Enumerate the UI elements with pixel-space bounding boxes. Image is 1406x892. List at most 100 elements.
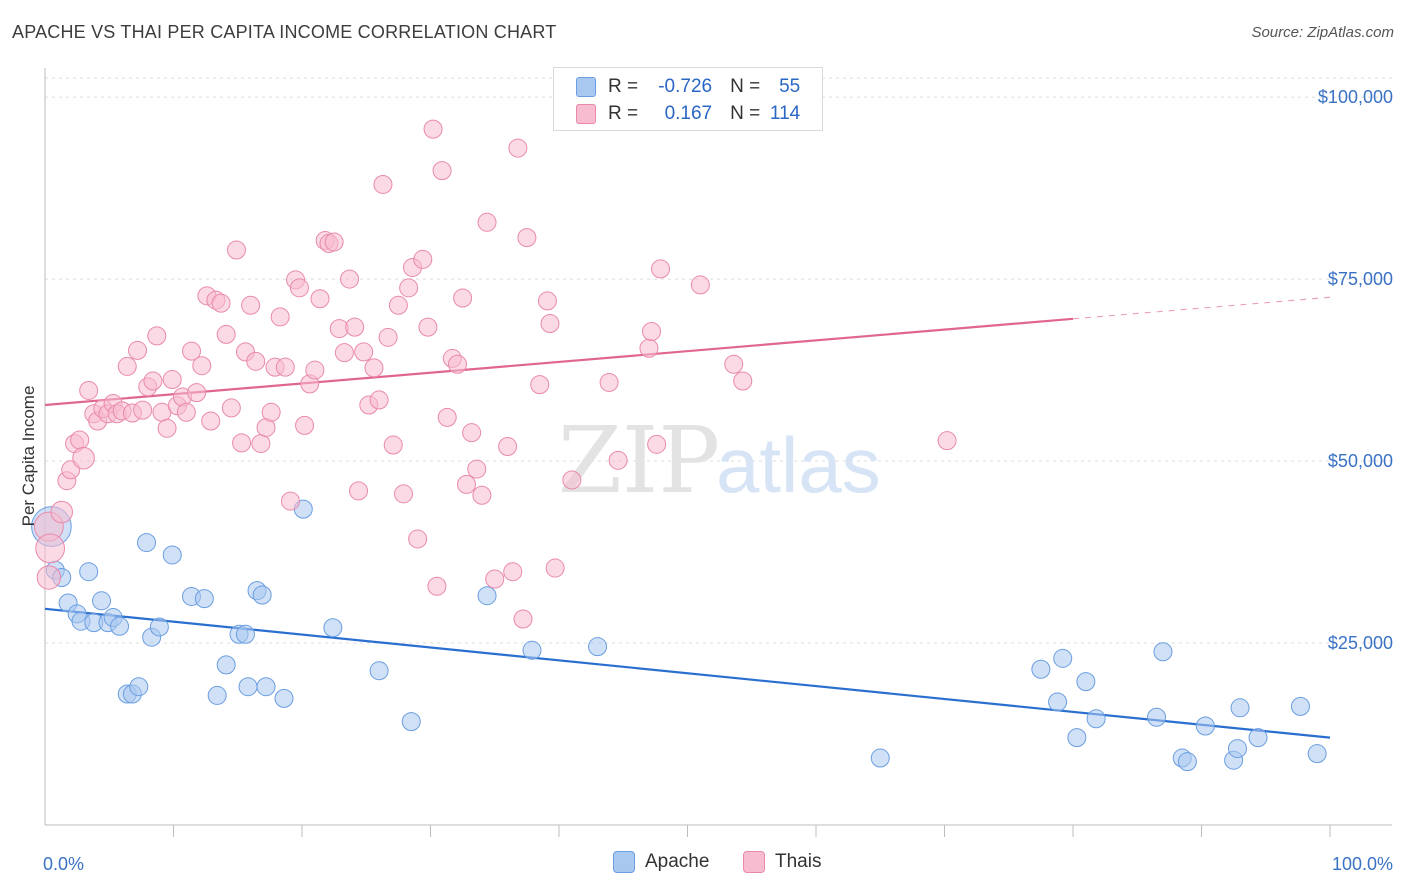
data-point — [162, 545, 182, 565]
data-point — [383, 435, 403, 455]
legend-row-apache: R = -0.726 N = 55 — [576, 74, 800, 100]
data-point — [36, 565, 62, 590]
legend-r-value: 0.167 — [664, 103, 713, 124]
data-point — [1177, 752, 1197, 772]
data-point — [651, 259, 671, 279]
data-point — [545, 558, 565, 578]
data-point — [1086, 709, 1106, 729]
data-point — [937, 431, 957, 451]
data-point — [690, 275, 710, 295]
chart-title: APACHE VS THAI PER CAPITA INCOME CORRELA… — [12, 22, 557, 42]
data-point — [485, 569, 505, 589]
data-point — [456, 474, 476, 494]
data-point — [642, 321, 662, 341]
legend-n-value: 55 — [779, 76, 801, 97]
data-point — [226, 240, 246, 260]
watermark-atlas: atlas — [716, 421, 881, 509]
series-apache — [31, 499, 1327, 772]
legend-n-value: 114 — [769, 103, 801, 124]
data-point — [211, 293, 231, 313]
data-point — [345, 317, 365, 337]
data-point — [221, 398, 241, 418]
legend-swatch-apache — [576, 77, 596, 97]
data-point — [427, 576, 447, 596]
data-point — [310, 289, 330, 309]
legend-swatch-thais — [576, 104, 596, 124]
data-point — [394, 484, 414, 504]
data-point — [181, 341, 201, 361]
legend-swatch-apache — [613, 851, 635, 873]
data-point — [50, 500, 74, 524]
data-point — [280, 491, 300, 511]
data-point — [274, 688, 294, 708]
data-point — [432, 161, 452, 181]
data-point — [289, 278, 309, 298]
legend-swatch-thais — [743, 851, 765, 873]
data-point — [157, 418, 177, 438]
data-point — [1290, 696, 1310, 716]
data-point — [1147, 707, 1167, 727]
data-point — [324, 232, 344, 252]
series-legend: Apache Thais — [0, 851, 1406, 879]
data-point — [72, 446, 95, 470]
data-point — [401, 712, 421, 732]
data-point — [639, 338, 659, 358]
data-point — [498, 437, 518, 456]
data-point — [1067, 728, 1087, 748]
data-point — [513, 609, 533, 629]
data-point — [207, 685, 227, 705]
trend-line-apache — [44, 607, 1331, 739]
data-point — [477, 586, 497, 606]
data-point — [232, 433, 252, 453]
data-point — [447, 354, 467, 374]
y-axis-label: Per Capita Income — [19, 386, 38, 527]
data-point — [334, 343, 354, 363]
data-point — [256, 677, 276, 697]
data-point — [147, 326, 167, 346]
legend-label-thais: Thais — [775, 851, 822, 872]
axes — [44, 68, 1392, 837]
data-point — [608, 450, 628, 470]
data-point — [540, 313, 560, 333]
source-label: Source: ZipAtlas.com — [1251, 24, 1394, 41]
data-point — [295, 415, 315, 435]
data-point — [1031, 659, 1051, 679]
data-point — [354, 342, 374, 362]
data-point — [340, 269, 360, 289]
data-point — [117, 356, 137, 376]
data-point — [35, 533, 66, 564]
data-point — [388, 295, 408, 315]
data-point — [530, 375, 550, 395]
data-point — [187, 383, 207, 403]
data-point — [522, 640, 542, 660]
data-point — [462, 423, 482, 443]
data-point — [235, 624, 255, 644]
data-point — [1248, 728, 1268, 748]
y-tick-label: $25,000 — [1328, 633, 1393, 653]
data-point — [413, 249, 433, 269]
x-tick-label: 0.0% — [43, 854, 84, 874]
data-point — [176, 402, 196, 422]
data-point — [1230, 698, 1250, 718]
watermark-zip: ZIP — [558, 407, 720, 514]
data-point — [92, 591, 112, 611]
data-point — [733, 371, 753, 391]
data-point — [216, 655, 236, 675]
axis-labels: $25,000 $50,000 $75,000 $100,000 0.0% 100.0% P… — [19, 87, 1393, 874]
legend-r-label: R = — [608, 103, 639, 124]
legend-label-apache: Apache — [645, 851, 710, 872]
data-point — [137, 533, 157, 553]
data-point — [1227, 739, 1247, 759]
watermark: ZIP atlas — [558, 407, 881, 514]
data-point — [133, 400, 153, 420]
data-point — [201, 411, 221, 431]
data-point — [508, 138, 528, 158]
data-point — [275, 357, 295, 377]
legend-n-label: N = — [730, 103, 761, 124]
data-point — [1053, 648, 1073, 668]
legend-item-thais[interactable]: Thais — [743, 851, 821, 873]
data-point — [1076, 672, 1096, 692]
legend-item-apache[interactable]: Apache — [613, 851, 709, 873]
data-point — [110, 616, 130, 636]
